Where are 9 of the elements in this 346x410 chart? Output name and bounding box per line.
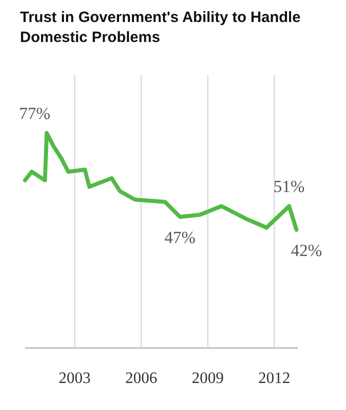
chart-title: Trust in Government's Ability to Handle Domestic Problems [20, 9, 301, 46]
annotation: 47% [164, 228, 196, 247]
x-tick-label: 2012 [258, 370, 290, 387]
annotation: 42% [290, 240, 322, 260]
annotation: 77% [19, 104, 50, 124]
x-tick-label: 2006 [125, 370, 158, 387]
annotation: 51% [274, 177, 305, 196]
x-tick-label: 2009 [192, 370, 224, 387]
x-tick-label: 2003 [58, 370, 91, 387]
